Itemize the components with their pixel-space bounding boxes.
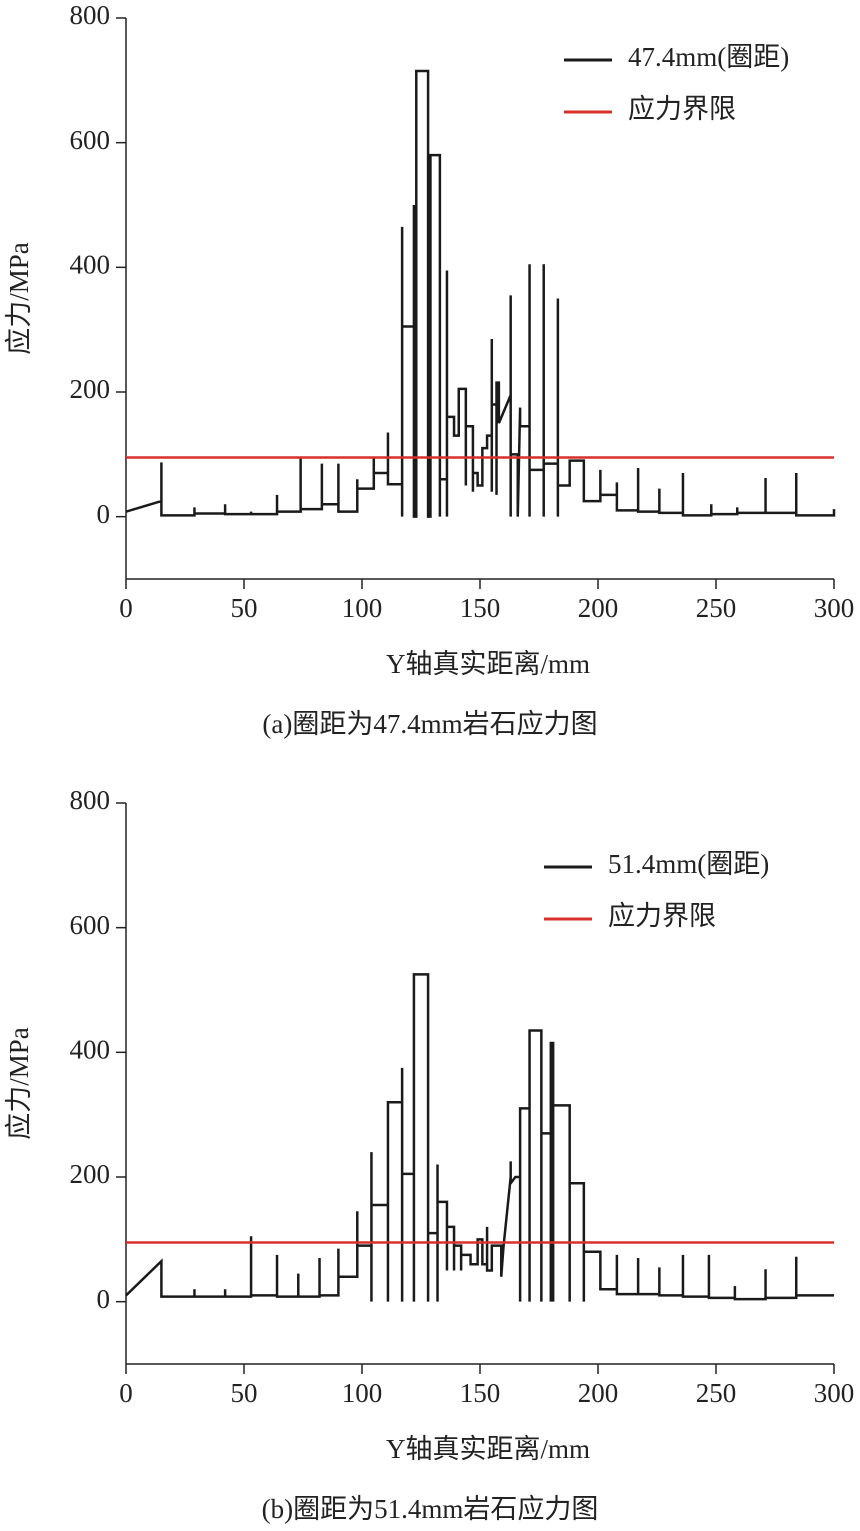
x-tick-label: 300 — [814, 593, 855, 623]
x-tick-label: 50 — [231, 593, 258, 623]
y-tick-label: 600 — [70, 125, 111, 155]
x-tick-label: 0 — [119, 1378, 133, 1408]
x-tick-label: 200 — [578, 1378, 619, 1408]
chart: 0 200 400 600 800 0 50 100 150 200 250 300 Y轴真实距离/mm… — [4, 785, 854, 1524]
y-tick-label: 800 — [70, 0, 111, 30]
x-tick-label: 200 — [578, 593, 619, 623]
caption: (a)圈距为47.4mm岩石应力图 — [262, 709, 597, 739]
x-tick-label: 100 — [342, 593, 383, 623]
legend-label: 应力界限 — [608, 901, 716, 931]
x-tick-label: 250 — [696, 1378, 737, 1408]
x-tick-label: 0 — [119, 593, 133, 623]
y-tick-label: 800 — [70, 785, 111, 815]
series-line — [125, 973, 834, 1302]
y-tick-label: 400 — [70, 250, 111, 280]
y-tick-label: 0 — [97, 1284, 111, 1314]
y-tick-label: 200 — [70, 374, 111, 404]
y-axis-label: 应力/MPa — [4, 1027, 34, 1140]
legend-label: 47.4mm(圈距) — [628, 42, 789, 72]
x-tick-label: 300 — [814, 1378, 855, 1408]
x-axis-label: Y轴真实距离/mm — [386, 649, 590, 679]
series-line — [125, 69, 836, 518]
y-axis-label: 应力/MPa — [4, 242, 34, 355]
y-tick-label: 200 — [70, 1159, 111, 1189]
x-tick-label: 150 — [460, 593, 501, 623]
x-tick-label: 150 — [460, 1378, 501, 1408]
x-tick-label: 50 — [231, 1378, 258, 1408]
x-tick-label: 250 — [696, 593, 737, 623]
chart: 0 200 400 600 800 0 50 100 150 200 250 300 Y轴真实距离/mm… — [4, 0, 854, 739]
caption: (b)圈距为51.4mm岩石应力图 — [262, 1494, 599, 1524]
y-tick-label: 400 — [70, 1035, 111, 1065]
x-tick-label: 100 — [342, 1378, 383, 1408]
legend-label: 应力界限 — [628, 94, 736, 124]
x-axis-label: Y轴真实距离/mm — [386, 1434, 590, 1464]
legend-label: 51.4mm(圈距) — [608, 849, 769, 879]
y-tick-label: 600 — [70, 910, 111, 940]
y-tick-label: 0 — [97, 499, 111, 529]
